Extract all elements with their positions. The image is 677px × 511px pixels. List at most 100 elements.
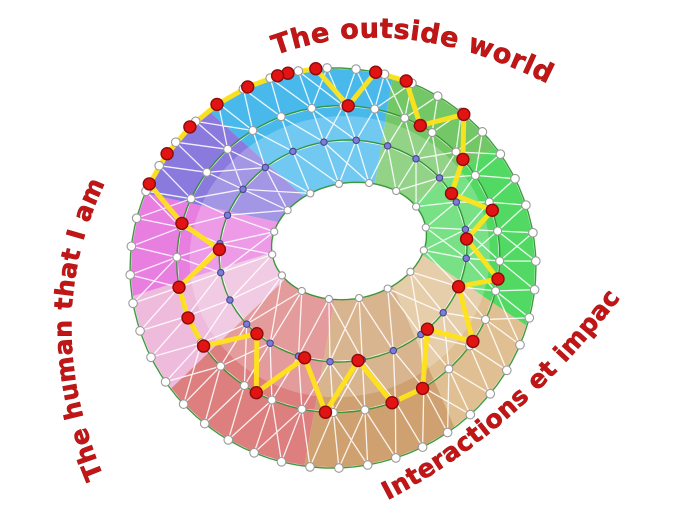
node-ring1 xyxy=(239,381,249,391)
highlight-node xyxy=(444,186,459,201)
node-ring1 xyxy=(400,113,410,123)
node-ring0 xyxy=(529,284,540,295)
sector-violet xyxy=(145,110,304,223)
node-ring1 xyxy=(444,364,454,374)
highlight-node xyxy=(318,405,333,419)
node-ring3 xyxy=(324,294,334,304)
highlight-node xyxy=(415,381,430,396)
node-ring2 xyxy=(266,339,274,347)
highlight-node xyxy=(240,80,255,94)
node-ring3 xyxy=(306,189,315,198)
node-ring1 xyxy=(470,170,480,180)
sector-magenta xyxy=(130,193,279,297)
node-ring0 xyxy=(521,200,531,210)
node-ring0 xyxy=(390,453,401,463)
node-ring1 xyxy=(495,256,505,266)
node-ring2 xyxy=(320,138,328,146)
node-ring0 xyxy=(125,270,136,280)
node-ring0 xyxy=(128,298,138,309)
sector-green-bright xyxy=(412,147,536,326)
node-ring0 xyxy=(146,352,156,363)
node-ring1 xyxy=(451,147,461,157)
node-ring1 xyxy=(307,103,317,113)
node-ring0 xyxy=(249,447,259,458)
node-ring1 xyxy=(480,314,491,325)
node-ring2 xyxy=(439,308,447,317)
node-ring3 xyxy=(277,271,287,280)
highlight-node xyxy=(369,65,383,79)
node-ring0 xyxy=(530,256,541,266)
node-ring0 xyxy=(334,463,344,473)
sector-tan-dark xyxy=(304,285,455,469)
node-ring3 xyxy=(354,293,364,303)
highlight-node xyxy=(160,146,174,161)
highlight-node xyxy=(297,351,312,365)
node-ring0 xyxy=(170,137,181,148)
node-ring3 xyxy=(392,186,401,196)
node-ring0 xyxy=(305,462,315,472)
node-ring3 xyxy=(297,286,306,296)
node-ring2 xyxy=(239,185,247,194)
node-ring1 xyxy=(267,395,277,405)
highlight-node xyxy=(175,216,189,231)
node-ring0 xyxy=(432,91,443,101)
node-ring3 xyxy=(419,246,428,255)
highlight-node xyxy=(250,327,264,341)
node-ring1 xyxy=(493,226,503,236)
highlight-node xyxy=(399,74,413,88)
node-ring0 xyxy=(131,213,142,224)
node-ring0 xyxy=(495,149,506,159)
highlight-node xyxy=(172,280,186,294)
node-ring3 xyxy=(334,179,344,189)
highlight-node xyxy=(181,311,195,325)
highlight-node xyxy=(420,322,435,336)
node-ring3 xyxy=(283,206,292,215)
sector-pink xyxy=(132,252,286,389)
node-ring0 xyxy=(477,127,488,137)
node-ring1 xyxy=(276,112,286,122)
highlight-node xyxy=(183,120,197,134)
node-ring1 xyxy=(248,125,258,136)
node-ring2 xyxy=(223,211,232,219)
node-ring1 xyxy=(360,405,370,415)
node-ring2 xyxy=(435,174,444,182)
node-ring1 xyxy=(186,194,196,204)
highlight-node xyxy=(456,152,470,167)
label-human-that-i-am: The human that I am xyxy=(48,173,110,485)
node-ring0 xyxy=(417,442,428,452)
node-ring3 xyxy=(364,178,374,188)
highlight-node xyxy=(457,107,471,122)
node-ring3 xyxy=(411,202,421,211)
node-ring0 xyxy=(135,326,145,336)
node-ring0 xyxy=(442,427,453,438)
node-ring1 xyxy=(202,167,212,177)
node-ring0 xyxy=(276,456,287,467)
node-ring2 xyxy=(383,142,392,150)
node-ring3 xyxy=(421,223,430,232)
highlight-node xyxy=(142,177,157,191)
node-ring2 xyxy=(412,155,420,163)
highlight-node xyxy=(466,334,480,349)
highlight-node xyxy=(351,353,365,368)
node-ring2 xyxy=(326,357,334,366)
node-ring3 xyxy=(270,227,279,236)
node-ring0 xyxy=(154,160,165,171)
node-ring2 xyxy=(289,147,297,156)
highlight-node xyxy=(491,272,505,286)
node-ring1 xyxy=(370,104,380,114)
node-ring1 xyxy=(427,128,437,138)
highlight-node xyxy=(270,69,285,83)
highlight-node xyxy=(413,118,427,133)
sector-green-mid xyxy=(374,76,496,203)
node-ring0 xyxy=(465,409,476,420)
node-ring0 xyxy=(351,64,361,74)
highlight-node xyxy=(459,232,474,246)
highlight-node xyxy=(451,280,466,294)
node-ring0 xyxy=(160,377,171,387)
node-ring2 xyxy=(389,346,398,355)
donut-hole xyxy=(271,182,427,300)
node-ring0 xyxy=(515,339,525,350)
highlight-node xyxy=(385,396,399,410)
